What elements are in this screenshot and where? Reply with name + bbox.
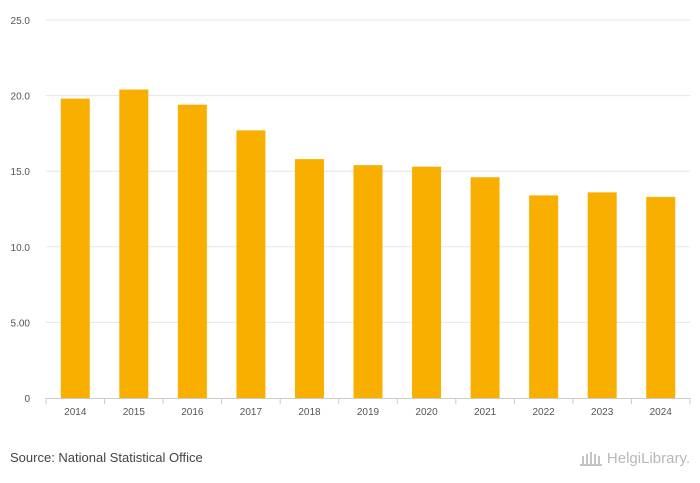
bar-2023[interactable] [587, 192, 617, 398]
bar-2017[interactable] [236, 130, 266, 398]
y-tick-label: 5.00 [11, 318, 31, 329]
bar-2015[interactable] [119, 89, 149, 398]
x-tick-label: 2015 [123, 407, 146, 418]
y-tick-label: 15.0 [11, 167, 31, 178]
y-tick-label: 20.0 [11, 92, 31, 103]
x-tick-label: 2021 [474, 407, 497, 418]
bar-2016[interactable] [177, 104, 207, 398]
logo-text: HelgiLibrary. [606, 449, 690, 467]
x-tick-label: 2014 [64, 407, 87, 418]
library-building-icon [579, 452, 602, 466]
bar-2024[interactable] [646, 196, 676, 398]
y-tick-label: 0 [24, 394, 30, 405]
bar-2022[interactable] [529, 195, 559, 398]
x-tick-label: 2018 [298, 407, 321, 418]
x-axis: 2014 2015 2016 2017 2018 2019 2020 2021 2022 2023… [45, 398, 691, 418]
x-tick-label: 2017 [240, 407, 263, 418]
helgi-library-logo[interactable]: HelgiLibrary. [579, 449, 690, 467]
y-axis-ticks: 0 5.00 10.0 15.0 20.0 25.0 [11, 16, 31, 405]
x-tick-label: 2024 [650, 407, 673, 418]
x-tick-label: 2023 [591, 407, 614, 418]
y-tick-label: 10.0 [11, 243, 31, 254]
bar-2018[interactable] [294, 159, 324, 398]
bar-2021[interactable] [470, 177, 500, 398]
x-tick-label: 2020 [415, 407, 438, 418]
y-tick-label: 25.0 [11, 16, 31, 27]
x-tick-label: 2016 [181, 407, 204, 418]
bar-2020[interactable] [412, 166, 442, 398]
bars [60, 89, 676, 399]
source-note: Source: National Statistical Office [10, 450, 203, 465]
x-tick-label: 2022 [533, 407, 556, 418]
bar-2019[interactable] [353, 165, 383, 398]
bar-2014[interactable] [60, 98, 90, 399]
x-tick-label: 2019 [357, 407, 380, 418]
